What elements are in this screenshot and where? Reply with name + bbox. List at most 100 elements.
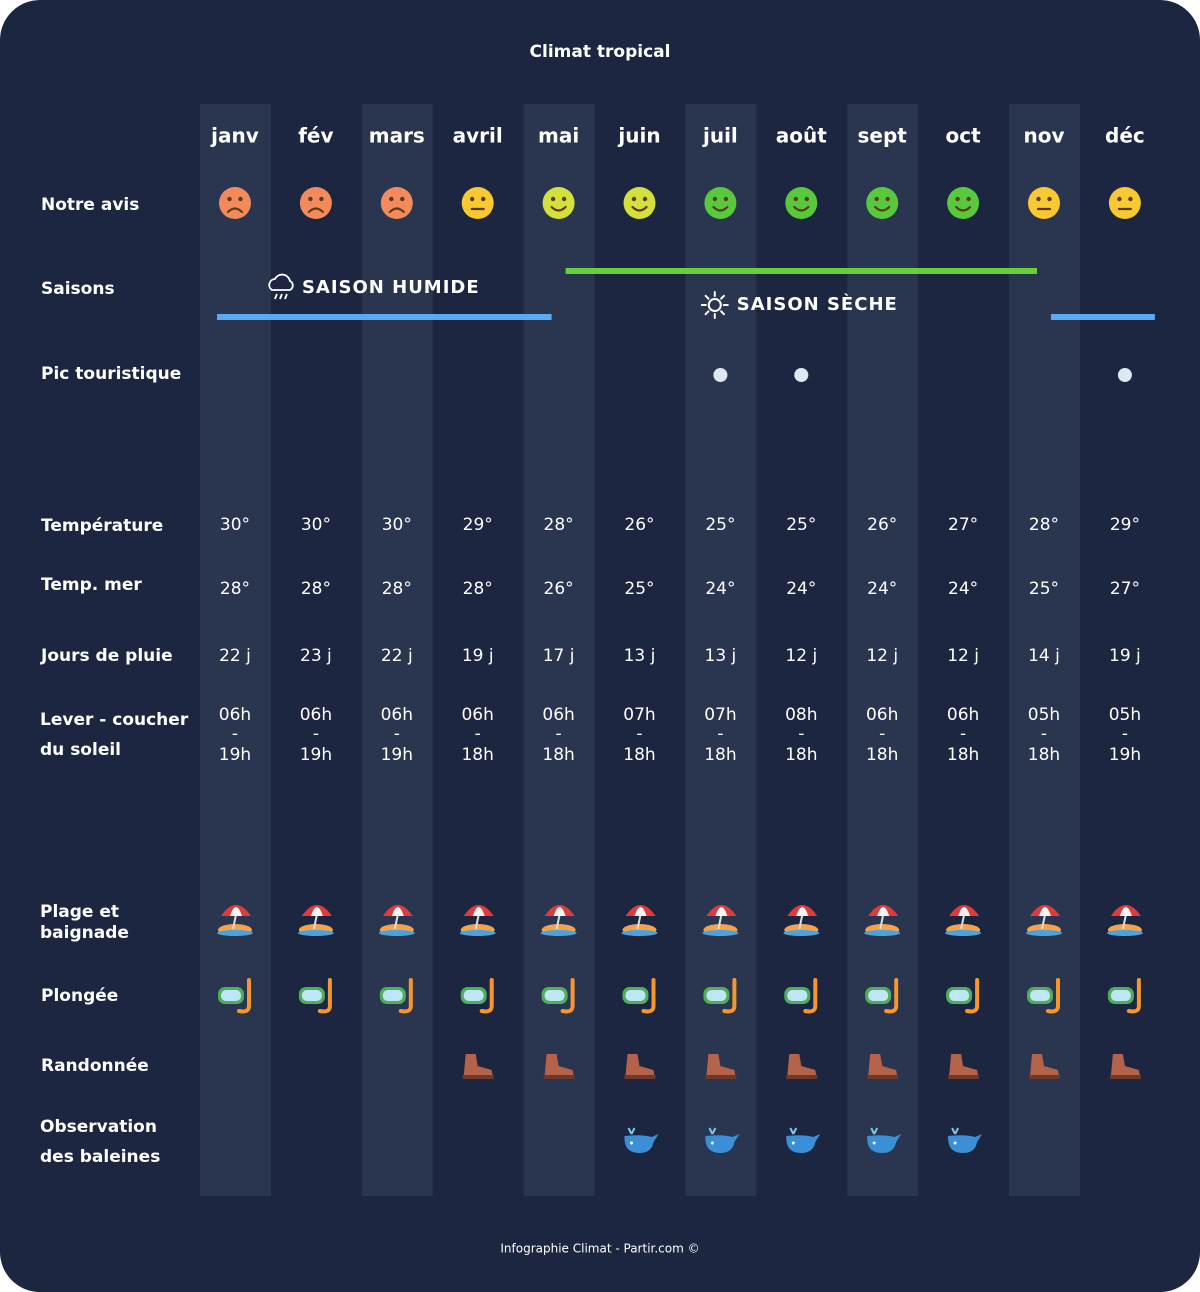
temperature-value: 25° [786,515,816,535]
title: Climat tropical [530,42,671,62]
beach-water [378,930,415,936]
snorkel [237,978,251,1014]
whale-eye [630,1141,633,1145]
whale-eye [791,1141,795,1145]
mood-eye [308,196,313,202]
boot [787,1054,817,1076]
mood-eye [874,196,879,202]
mood-eye [1128,196,1133,202]
row-label: Randonnée [41,1056,149,1076]
mask-glass [1030,990,1050,1001]
mer-value: 24° [948,579,978,599]
mood-eye [550,196,556,202]
coucher-value: 18h [1028,745,1060,765]
beach-umbrella-stripe [310,907,323,916]
beach-water [702,930,739,936]
whale-spout [708,1127,717,1135]
snorkel [722,978,737,1014]
beach-water [1106,930,1143,936]
snorkel [641,978,656,1014]
lever-value: 07h [704,705,736,725]
coucher-value: 18h [704,745,736,765]
mood-eye [885,196,890,202]
mood-eye [1047,196,1052,202]
mood-face [947,187,980,219]
mood-mouth [712,205,729,212]
whale-spout [789,1127,798,1135]
mask-glass [949,990,970,1001]
peak-dot [1117,368,1132,382]
mood-face [380,187,413,219]
mood-mouth [955,205,972,212]
sun-separator: - [636,724,642,744]
pluie-value: 12 j [785,646,817,666]
season-label: SAISON SÈCHE [737,293,898,315]
coucher-value: 19h [300,745,332,765]
lever-value: 06h [947,705,979,725]
month-label: nov [1023,124,1064,148]
mood-eye [793,196,798,202]
coucher-value: 18h [947,745,979,765]
row-label: Plongée [41,986,118,1006]
row-label: Plage et [40,902,119,922]
month-label: fév [298,124,333,148]
mood-mouth [874,205,891,212]
boot-sole [948,1075,980,1079]
pluie-value: 22 j [381,646,413,666]
sun-separator: - [798,724,804,744]
month-label: sept [858,124,908,148]
sun-icon [707,298,722,312]
month-label: janv [210,124,259,148]
mer-value: 27° [1110,579,1140,599]
beach-umbrella-stripe [1039,907,1051,916]
mood-mouth [550,205,567,212]
coucher-value: 19h [219,745,251,765]
beach-umbrella-stripe [553,907,566,916]
whale [705,1134,740,1153]
pluie-value: 19 j [1109,646,1141,666]
mer-value: 28° [220,579,250,599]
beach-umbrella-stripe [715,907,728,916]
mer-value: 24° [867,579,897,599]
whale [786,1134,821,1153]
boot [1030,1054,1059,1076]
lever-value: 06h [542,705,574,725]
lever-value: 07h [623,705,655,725]
snorkel [965,978,980,1014]
mood-eye [389,196,394,202]
boot-sole [1029,1075,1060,1079]
row-label: Observation [40,1117,157,1137]
mood-eye [227,196,232,202]
whale [948,1134,983,1153]
boot-sole [462,1075,494,1079]
coucher-value: 19h [381,745,413,765]
month-label: mars [369,124,425,148]
month-label: juil [702,124,738,148]
mood-face [299,187,332,219]
boot [868,1054,898,1076]
whale-spout [627,1127,636,1135]
beach-water [621,930,658,936]
mer-value: 26° [544,579,574,599]
sun-separator: - [960,724,966,744]
row-label: Notre avis [41,195,139,215]
rain-icon [268,273,294,291]
column-band [1009,104,1080,1196]
temperature-value: 30° [382,515,412,535]
boot [463,1054,493,1076]
month-label: mai [538,124,579,148]
mood-eye [712,196,718,202]
temperature-value: 29° [1110,515,1140,535]
mood-face [1028,187,1060,219]
sun-separator: - [556,724,562,744]
column-band [523,104,595,1196]
temperature-value: 30° [220,515,250,535]
beach-water [783,930,820,936]
beach-umbrella-stripe [634,907,647,916]
lever-value: 06h [461,705,493,725]
footer: Infographie Climat - Partir.com © [500,1242,699,1256]
mask-glass [544,990,565,1001]
mer-value: 28° [463,579,493,599]
month-label: oct [946,124,982,148]
